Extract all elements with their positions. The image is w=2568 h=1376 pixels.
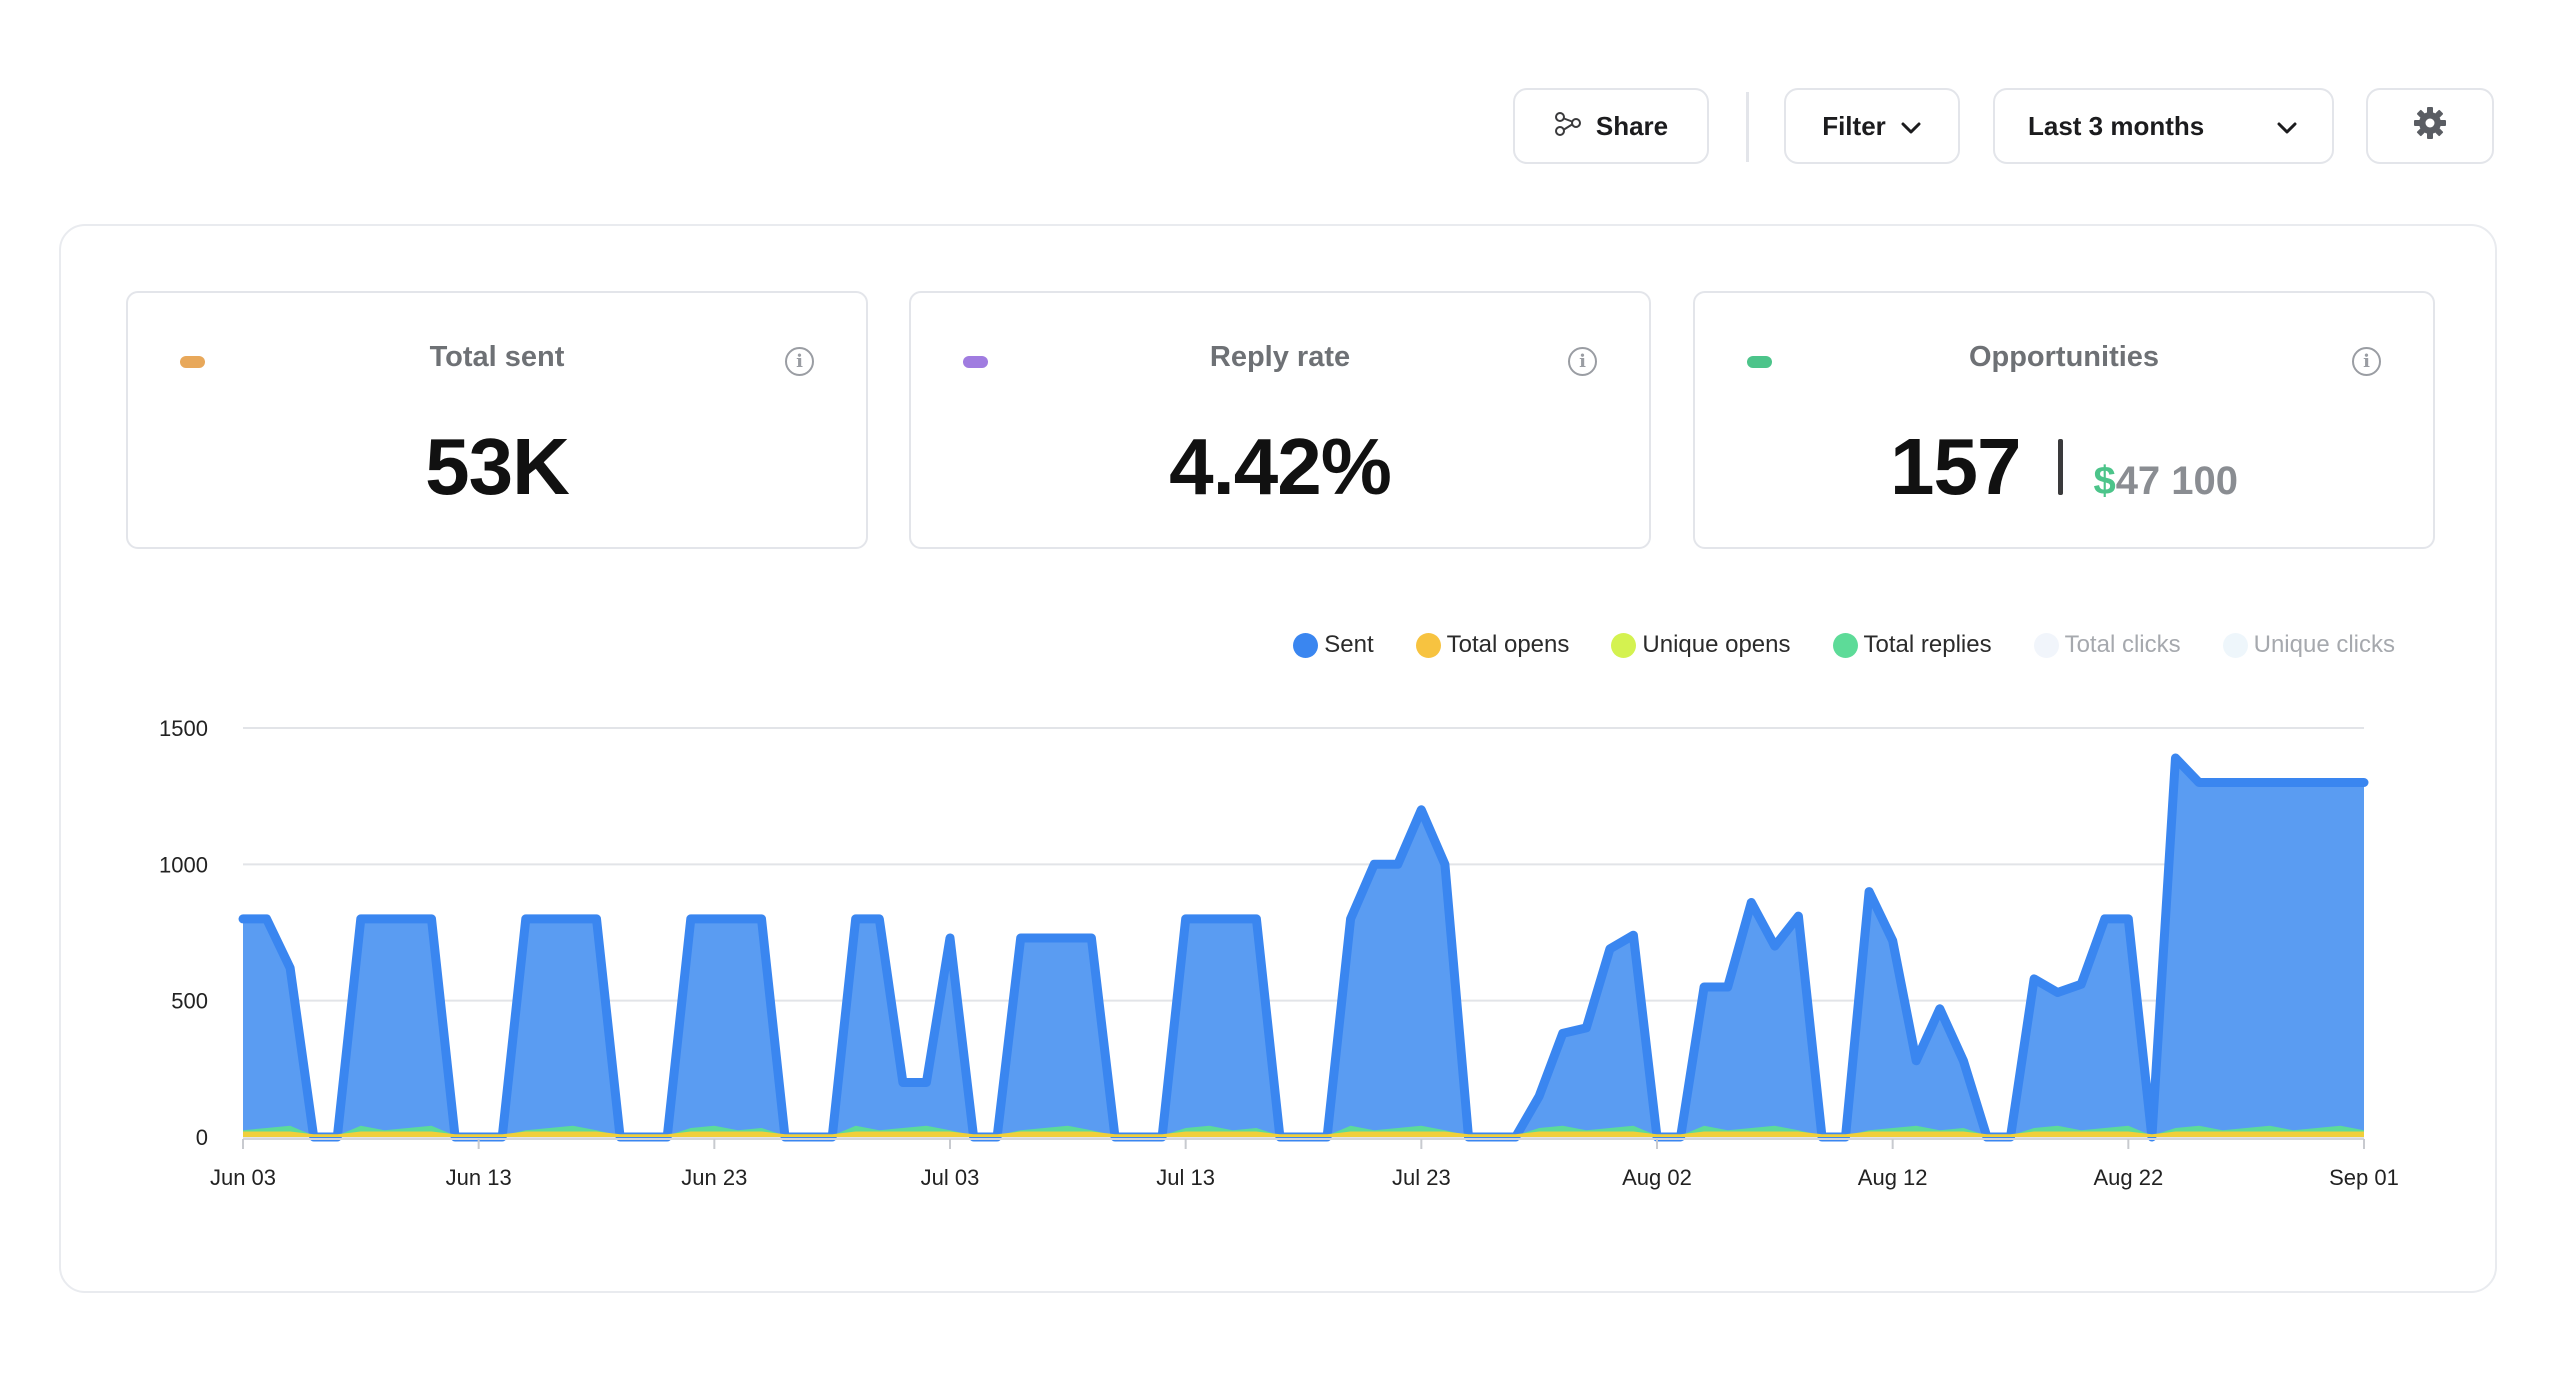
opportunities-color-pill (1747, 356, 1772, 368)
y-tick-label: 0 (196, 1125, 208, 1150)
x-tick-label: Jun 23 (681, 1165, 747, 1190)
share-button[interactable]: Share (1513, 88, 1709, 164)
legend-item-unique-opens[interactable]: Unique opens (1611, 631, 1791, 659)
info-icon[interactable]: i (1568, 347, 1597, 376)
opportunities-count: 157 (1889, 422, 2021, 511)
total-sent-value: 53K (425, 422, 570, 511)
settings-button[interactable] (2366, 88, 2494, 164)
legend-item-total-replies[interactable]: Total replies (1832, 631, 1992, 659)
legend-label: Total opens (1446, 631, 1570, 658)
stat-title: Reply rate (1209, 341, 1351, 373)
legend-dot (2222, 632, 2248, 658)
legend-label: Total clicks (2064, 631, 2181, 658)
chevron-down-icon (1900, 111, 1922, 142)
stat-title: Total sent (429, 341, 565, 373)
x-tick-label: Jul 13 (1156, 1165, 1215, 1190)
legend-item-total-opens[interactable]: Total opens (1415, 631, 1570, 659)
stat-title: Opportunities (1968, 341, 2160, 373)
legend-dot (1415, 632, 1441, 658)
share-label: Share (1595, 110, 1669, 141)
legend-item-sent[interactable]: Sent (1293, 631, 1374, 659)
y-tick-label: 1000 (159, 852, 208, 877)
x-tick-label: Aug 12 (1858, 1165, 1928, 1190)
x-tick-label: Sep 01 (2329, 1165, 2399, 1190)
share-icon (1554, 109, 1582, 144)
chart-legend: Sent Total opens Unique opens Total repl… (1293, 628, 2395, 662)
toolbar-divider (1746, 92, 1749, 162)
legend-label: Total replies (1863, 631, 1992, 658)
info-icon[interactable]: i (785, 347, 814, 376)
legend-dot (1832, 632, 1858, 658)
value-separator (2058, 439, 2064, 495)
stat-value: 4.42% (911, 421, 1649, 513)
x-tick-label: Aug 22 (2093, 1165, 2163, 1190)
x-tick-label: Aug 02 (1622, 1165, 1692, 1190)
y-tick-label: 1500 (159, 716, 208, 741)
reply-rate-value: 4.42% (1169, 422, 1392, 511)
total-opens-area (243, 1131, 2364, 1137)
stat-card-reply-rate: Reply rate i 4.42% (909, 291, 1651, 549)
x-tick-label: Jul 23 (1392, 1165, 1451, 1190)
currency-symbol: $ (2093, 459, 2116, 503)
stat-card-total-sent: Total sent i 53K (126, 291, 868, 549)
legend-dot (2033, 632, 2059, 658)
stat-value: 157 $47 100 (1695, 421, 2433, 513)
total-sent-color-pill (180, 356, 205, 368)
gear-icon (2413, 106, 2447, 147)
legend-label: Unique clicks (2253, 631, 2395, 658)
stat-card-opportunities: Opportunities i 157 $47 100 (1693, 291, 2435, 549)
legend-item-unique-clicks[interactable]: Unique clicks (2222, 631, 2395, 659)
info-icon[interactable]: i (2352, 347, 2381, 376)
date-range-label: Last 3 months (2028, 110, 2205, 141)
legend-dot (1611, 632, 1637, 658)
toolbar: Share Filter Last 3 months (0, 88, 2568, 166)
stat-value: 53K (128, 421, 866, 513)
legend-item-total-clicks[interactable]: Total clicks (2033, 631, 2181, 659)
x-tick-label: Jul 03 (921, 1165, 980, 1190)
x-tick-label: Jun 13 (446, 1165, 512, 1190)
filter-dropdown[interactable]: Filter (1784, 88, 1960, 164)
reply-rate-color-pill (963, 356, 988, 368)
filter-label: Filter (1822, 110, 1886, 141)
chevron-down-icon (2276, 111, 2298, 142)
legend-label: Sent (1324, 631, 1374, 658)
legend-dot (1293, 632, 1319, 658)
amount-value: 47 100 (2115, 459, 2239, 503)
date-range-dropdown[interactable]: Last 3 months (1993, 88, 2334, 164)
opportunities-amount: $47 100 (2093, 459, 2238, 504)
y-tick-label: 500 (171, 989, 208, 1014)
legend-label: Unique opens (1642, 631, 1791, 658)
x-tick-label: Jun 03 (210, 1165, 276, 1190)
sent-area (243, 758, 2364, 1137)
